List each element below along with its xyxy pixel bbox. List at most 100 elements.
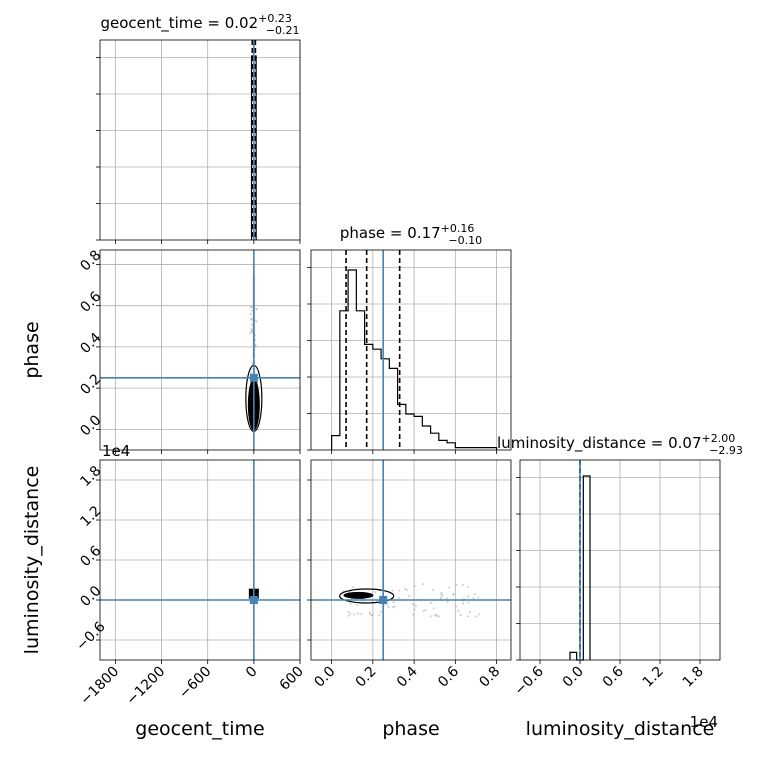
sample-point bbox=[408, 595, 411, 598]
sample-point bbox=[432, 607, 435, 610]
sample-point bbox=[467, 601, 470, 604]
panel-luminosity_distance-hist: −0.6 0.0 0.6 1.2 1.8 luminosity_distance = 0.… bbox=[497, 432, 743, 699]
y-tick-label: 0.0 bbox=[77, 412, 104, 439]
x-tick-label: 0.8 bbox=[476, 664, 503, 691]
sample-point bbox=[433, 614, 436, 617]
sample-point bbox=[413, 585, 416, 588]
sample-point bbox=[462, 602, 465, 605]
x-axis-label: luminosity_distance bbox=[526, 718, 715, 740]
sample-point bbox=[474, 593, 477, 596]
histogram-step bbox=[331, 269, 498, 450]
sample-point bbox=[405, 589, 408, 592]
x-tick-label: 0.6 bbox=[600, 663, 627, 690]
sample-point bbox=[440, 593, 443, 596]
sample-point bbox=[378, 614, 381, 617]
panel-frame bbox=[310, 249, 512, 451]
sample-point bbox=[411, 603, 414, 606]
sample-point bbox=[397, 596, 400, 599]
sample-point bbox=[475, 615, 478, 618]
x-tick-label: 0.4 bbox=[394, 663, 421, 690]
sample-point bbox=[436, 615, 439, 618]
sample-point bbox=[452, 593, 455, 596]
sample-point bbox=[424, 608, 427, 611]
sample-point bbox=[251, 362, 254, 365]
sample-point bbox=[440, 591, 443, 594]
x-tick-label: −600 bbox=[176, 664, 215, 703]
x-tick-label: 0.2 bbox=[353, 664, 380, 691]
x-tick-label: 0.0 bbox=[560, 664, 587, 691]
sample-point bbox=[347, 610, 350, 613]
panel-phase-hist: phase = 0.17+0.16 −0.10 bbox=[307, 222, 512, 454]
sample-point bbox=[440, 596, 443, 599]
sample-point bbox=[250, 323, 253, 326]
y-tick-label: −0.6 bbox=[73, 619, 108, 654]
sample-point bbox=[249, 332, 252, 335]
sample-point bbox=[455, 583, 458, 586]
sample-point bbox=[349, 602, 352, 605]
sample-point bbox=[429, 602, 432, 605]
sample-point bbox=[379, 610, 382, 613]
sample-point bbox=[254, 345, 257, 348]
sample-point bbox=[437, 615, 440, 618]
y-axis-label: phase bbox=[21, 321, 43, 378]
y-tick-label: 1.2 bbox=[77, 503, 104, 530]
sample-point bbox=[391, 589, 394, 592]
sample-point bbox=[250, 305, 253, 308]
x-tick-label: 0.6 bbox=[435, 663, 462, 690]
x-axis-label: geocent_time bbox=[135, 718, 264, 740]
y-tick-label: 0.8 bbox=[77, 247, 104, 274]
density-core bbox=[343, 591, 374, 599]
x-tick-label: −1200 bbox=[124, 664, 169, 709]
y-tick-label: 0.2 bbox=[77, 371, 104, 398]
sample-point bbox=[455, 605, 458, 608]
sample-point bbox=[422, 583, 425, 586]
sample-point bbox=[467, 595, 470, 598]
sample-point bbox=[392, 601, 395, 604]
sample-point bbox=[251, 317, 254, 320]
sample-point bbox=[432, 588, 435, 591]
sample-point bbox=[370, 614, 373, 617]
y-tick-label: 0.4 bbox=[77, 330, 104, 357]
x-tick-label: 1.8 bbox=[680, 664, 707, 691]
panel-frame bbox=[99, 249, 301, 451]
sample-point bbox=[360, 613, 363, 616]
sample-point bbox=[448, 586, 451, 589]
sample-point bbox=[255, 320, 258, 323]
sample-point bbox=[468, 611, 471, 614]
panel-geocent_time-phase: 0.0 0.2 0.4 0.6 0.8 bbox=[77, 247, 301, 454]
sample-point bbox=[415, 604, 418, 607]
x-tick-label: 0.0 bbox=[311, 664, 338, 691]
sample-point bbox=[461, 584, 464, 587]
y-tick-label: 0.6 bbox=[77, 543, 104, 570]
sample-point bbox=[392, 605, 395, 608]
sample-point bbox=[374, 591, 377, 594]
sample-point bbox=[467, 615, 470, 618]
sample-point bbox=[249, 371, 252, 374]
truth-marker bbox=[379, 596, 388, 604]
sample-point bbox=[349, 612, 352, 615]
x-tick-label: −1800 bbox=[77, 664, 122, 709]
sample-point bbox=[466, 586, 469, 589]
sample-point bbox=[356, 612, 359, 615]
sample-point bbox=[393, 605, 396, 608]
sample-point bbox=[477, 596, 480, 599]
contour bbox=[339, 588, 395, 604]
sample-point bbox=[369, 611, 372, 614]
panel-title: geocent_time = 0.02+0.23 −0.21 bbox=[100, 12, 299, 37]
y-offset-label: 1e4 bbox=[102, 442, 130, 460]
truth-marker bbox=[249, 373, 258, 382]
sample-point bbox=[251, 331, 254, 334]
sample-point bbox=[422, 610, 425, 613]
panel-title: luminosity_distance = 0.07+2.00 −2.93 bbox=[497, 432, 743, 457]
sample-point bbox=[478, 613, 481, 616]
sample-point bbox=[472, 597, 475, 600]
x-tick-label: 1.2 bbox=[640, 664, 667, 691]
x-offset-label: 1e4 bbox=[690, 713, 718, 731]
sample-point bbox=[429, 615, 432, 618]
sample-point bbox=[251, 309, 254, 312]
panel-title: phase = 0.17+0.16 −0.10 bbox=[340, 222, 482, 247]
sample-point bbox=[412, 613, 415, 616]
sample-point bbox=[386, 604, 389, 607]
panel-geocent_time-luminosity_distance: −0.6 0.0 0.6 1.2 1.8 −1800 −1200 −600 0 600 bbox=[73, 459, 307, 709]
